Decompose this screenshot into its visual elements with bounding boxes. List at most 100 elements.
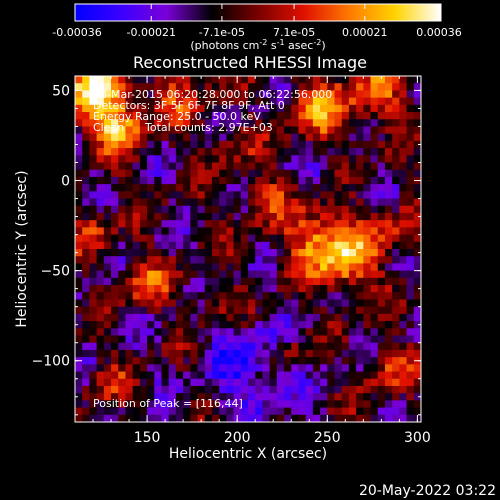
heatmap-cell — [413, 292, 421, 300]
heatmap-cell — [233, 342, 242, 351]
heatmap-cell — [399, 241, 407, 250]
heatmap-cell — [190, 349, 198, 358]
heatmap-cell — [204, 234, 213, 243]
heatmap-cell — [291, 285, 299, 293]
heatmap-cell — [175, 378, 184, 387]
heatmap-cell — [111, 414, 119, 422]
heatmap-cell — [132, 292, 141, 300]
heatmap-cell — [96, 76, 105, 84]
heatmap-cell — [248, 140, 256, 149]
heatmap-cell — [406, 184, 415, 192]
heatmap-cell — [320, 83, 328, 91]
heatmap-cell — [204, 90, 213, 99]
heatmap-cell — [161, 198, 170, 207]
heatmap-cell — [392, 133, 400, 142]
heatmap-cell — [276, 119, 285, 127]
heatmap-cell — [82, 393, 90, 401]
heatmap-cell — [75, 292, 83, 300]
heatmap-cell — [276, 198, 285, 207]
heatmap-cell — [327, 155, 335, 163]
heatmap-cell — [175, 292, 184, 300]
heatmap-cell — [413, 342, 421, 351]
heatmap-cell — [284, 299, 292, 308]
heatmap-cell — [406, 133, 415, 142]
heatmap-cell — [147, 97, 155, 106]
heatmap-cell — [118, 342, 126, 351]
heatmap-cell — [132, 76, 141, 84]
heatmap-cell — [240, 313, 249, 322]
heatmap-cell — [406, 176, 415, 185]
heatmap-cell — [248, 83, 256, 91]
heatmap-cell — [334, 104, 343, 113]
heatmap-cell — [305, 313, 314, 322]
heatmap-cell — [248, 155, 256, 163]
heatmap-cell — [183, 313, 191, 322]
heatmap-cell — [384, 306, 393, 315]
heatmap-cell — [356, 249, 364, 257]
heatmap-cell — [240, 169, 249, 178]
heatmap-cell — [161, 90, 170, 99]
heatmap-cell — [204, 198, 213, 207]
heatmap-cell — [399, 155, 407, 163]
heatmap-cell — [327, 176, 335, 185]
heatmap-cell — [377, 299, 386, 308]
heatmap-cell — [334, 299, 343, 308]
heatmap-cell — [139, 169, 148, 178]
heatmap-cell — [240, 112, 249, 120]
heatmap-cell — [406, 169, 415, 178]
heatmap-cell — [341, 249, 350, 257]
heatmap-cell — [111, 220, 119, 228]
heatmap-cell — [363, 90, 371, 99]
heatmap-cell — [384, 140, 393, 149]
heatmap-cell — [399, 169, 407, 178]
heatmap-cell — [291, 277, 299, 286]
heatmap-cell — [284, 90, 292, 99]
heatmap-cell — [233, 90, 242, 99]
heatmap-cell — [284, 76, 292, 84]
heatmap-cell — [284, 148, 292, 156]
heatmap-cell — [284, 104, 292, 113]
heatmap-cell — [89, 191, 98, 199]
heatmap-cell — [377, 400, 386, 408]
heatmap-cell — [377, 357, 386, 365]
heatmap-cell — [111, 198, 119, 207]
heatmap-cell — [96, 357, 105, 365]
heatmap-cell — [197, 277, 206, 286]
heatmap-cell — [291, 400, 299, 408]
heatmap-cell — [226, 220, 234, 228]
heatmap-cell — [226, 256, 234, 264]
heatmap-cell — [298, 227, 307, 235]
heatmap-cell — [175, 306, 184, 315]
heatmap-cell — [262, 140, 271, 149]
heatmap-cell — [312, 349, 321, 358]
heatmap-cell — [175, 126, 184, 135]
heatmap-cell — [82, 321, 90, 329]
heatmap-cell — [392, 393, 400, 401]
heatmap-cell — [139, 140, 148, 149]
heatmap-cell — [197, 349, 206, 358]
heatmap-cell — [111, 400, 119, 408]
heatmap-cell — [132, 83, 141, 91]
heatmap-cell — [240, 220, 249, 228]
heatmap-cell — [82, 306, 90, 315]
heatmap-cell — [291, 140, 299, 149]
heatmap-cell — [377, 371, 386, 380]
heatmap-cell — [132, 126, 141, 135]
heatmap-cell — [211, 299, 220, 308]
heatmap-cell — [118, 357, 126, 365]
heatmap-cell — [132, 112, 141, 120]
heatmap-cell — [132, 155, 141, 163]
heatmap-cell — [183, 285, 191, 293]
heatmap-cell — [132, 249, 141, 257]
heatmap-cell — [132, 385, 141, 394]
heatmap-cell — [334, 321, 343, 329]
heatmap-cell — [190, 299, 198, 308]
heatmap-cell — [377, 227, 386, 235]
heatmap-cell — [413, 191, 421, 199]
heatmap-cell — [348, 241, 357, 250]
heatmap-cell — [183, 140, 191, 149]
heatmap-cell — [305, 241, 314, 250]
heatmap-cell — [154, 104, 162, 113]
heatmap-cell — [226, 155, 234, 163]
heatmap-cell — [111, 349, 119, 358]
